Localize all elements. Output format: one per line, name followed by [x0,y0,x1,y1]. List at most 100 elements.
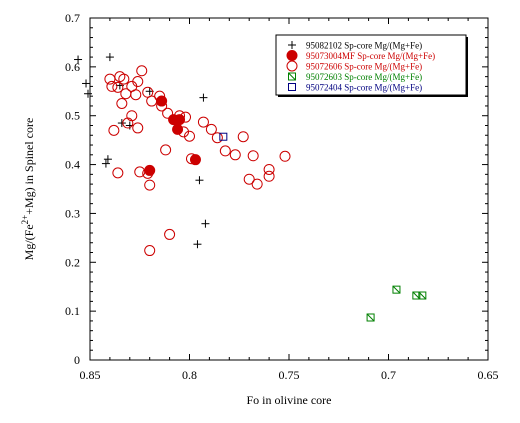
data-point [120,88,132,100]
legend-items: 95082102 Sp-core Mg/(Mg+Fe)95073004MF Sp… [286,41,435,93]
y-tick-label: 0.7 [65,11,80,25]
open-circle [106,80,118,92]
filled-circle [286,50,298,61]
crossed-square-box [418,291,427,300]
open-circle [146,95,158,107]
data-point [84,89,93,98]
open-square [288,83,296,91]
data-point [184,130,195,142]
data-point [104,73,116,85]
data-point [112,81,124,93]
data-point [134,166,146,178]
data-point [144,245,156,257]
legend: 95082102 Sp-core Mg/(Mg+Fe)95073004MF Sp… [275,34,468,97]
data-point [132,76,144,88]
data-point [279,150,291,162]
data-point [105,53,114,62]
data-points [74,53,427,322]
data-point [174,110,186,122]
filled-circle [172,123,184,135]
x-tick-label: 0.65 [478,368,499,382]
data-point [108,124,120,136]
data-point [103,155,112,164]
data-point [106,80,118,92]
open-circle [251,178,263,190]
x-tick-labels: 0.85 0.8 0.75 0.7 0.65 [80,368,499,382]
data-point [201,219,210,228]
data-point [116,98,128,109]
legend-marker [286,50,298,61]
data-point [199,93,208,102]
data-point [205,123,217,135]
data-point [178,126,190,138]
data-point [101,159,110,168]
data-point [114,71,126,83]
data-point [251,178,263,190]
data-point [229,149,241,161]
open-circle [142,167,154,179]
data-point [392,285,401,294]
legend-label: 95073004MF Sp-core Mg/(Mg+Fe) [306,51,435,61]
y-tick-label: 0.5 [65,109,80,123]
x-axis-label: Fo in olivine core [247,393,332,407]
open-circle [156,100,168,112]
data-point [164,228,176,240]
data-point [185,153,197,165]
open-circle [211,132,223,144]
data-point [162,107,174,119]
legend-shadow-right [466,37,468,97]
open-circle [247,150,259,162]
data-point [156,100,168,112]
open-circle [184,130,195,142]
data-point [418,291,427,300]
data-point [136,65,148,77]
data-point [142,167,154,179]
y-axis-label-superscript: 2+ [20,215,30,225]
data-point [172,123,184,135]
open-circle [116,98,128,109]
legend-marker [286,60,298,72]
open-circle [134,166,146,178]
y-tick-labels: 0 0.1 0.2 0.3 0.4 0.5 0.6 0.7 [65,11,80,367]
open-circle [197,116,209,128]
open-circle [160,144,172,156]
data-point [263,170,275,182]
crossed-square-box [412,291,421,300]
data-point [366,313,375,322]
series-5 [219,132,228,141]
crossed-square-diag [288,72,296,81]
data-point [211,132,223,144]
legend-label: 95072603 Sp-core Mg/(Mg+Fe) [306,72,422,82]
crossed-square-box [366,313,375,322]
data-point [247,150,259,162]
data-point [219,145,231,157]
open-circle [180,111,192,123]
y-tick-label: 0.1 [65,304,80,318]
open-circle [104,73,116,85]
open-circle [174,110,186,122]
data-point [237,131,249,143]
open-circle [263,170,275,182]
open-circle [144,179,156,191]
data-point [112,167,124,179]
y-axis-label: Mg/(Fe2++Mg) in Spinel core [20,118,36,261]
axis-ticks [89,17,489,361]
open-circle [185,153,197,165]
data-point [160,144,172,156]
legend-shadow-bottom [278,95,468,97]
y-axis-label-part-1: Mg/(Fe [22,224,36,260]
open-circle [126,110,138,122]
open-square [219,132,228,141]
y-tick-label: 0.6 [65,60,80,74]
legend-label: 95072606 Sp-core Mg/(Mg+Fe) [306,62,422,72]
open-circle [219,145,231,157]
x-tick-label: 0.7 [381,368,396,382]
open-circle [112,167,124,179]
data-point [132,122,144,134]
open-circle [205,123,217,135]
data-point [130,89,142,101]
open-circle [120,88,132,100]
data-point [197,116,209,128]
open-circle [162,107,174,119]
